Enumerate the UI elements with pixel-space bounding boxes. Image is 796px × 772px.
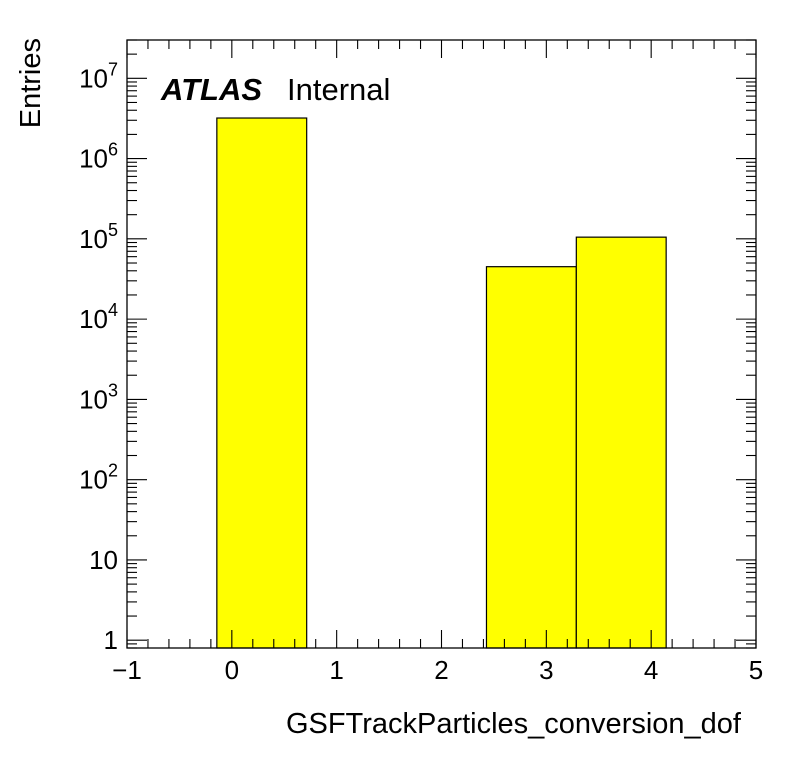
histogram-bars — [216, 117, 667, 649]
atlas-label: ATLAS — [160, 72, 262, 107]
y-tick-labels: 1 10 102 103 104 105 106 107 — [79, 59, 118, 655]
y-tick-label: 106 — [79, 140, 118, 174]
y-tick-label: 1 — [104, 625, 118, 655]
y-tick-label: 105 — [79, 220, 118, 254]
x-tick-label: 4 — [644, 655, 658, 685]
x-tick-label: 0 — [225, 655, 239, 685]
x-tick-label: 2 — [434, 655, 448, 685]
x-tick-label: 5 — [749, 655, 763, 685]
y-tick-label: 102 — [79, 461, 118, 495]
y-axis-title: Entries — [15, 38, 47, 128]
y-tick-label: 107 — [79, 59, 118, 93]
x-tick-label: 1 — [329, 655, 343, 685]
plot-frame — [126, 39, 757, 649]
histogram-bar — [485, 266, 577, 649]
x-axis-title: GSFTrackParticles_conversion_dof — [286, 708, 742, 740]
y-tick-label: 104 — [79, 300, 118, 334]
y-tick-label: 103 — [79, 380, 118, 414]
histogram-bar — [216, 117, 308, 649]
x-tick-labels: −1 0 1 2 3 4 5 — [112, 655, 763, 685]
y-tick-label: 10 — [89, 545, 118, 575]
histogram-bar — [575, 236, 667, 649]
atlas-internal-label: Internal — [287, 72, 390, 107]
x-tick-label: −1 — [112, 655, 142, 685]
x-tick-label: 3 — [539, 655, 553, 685]
